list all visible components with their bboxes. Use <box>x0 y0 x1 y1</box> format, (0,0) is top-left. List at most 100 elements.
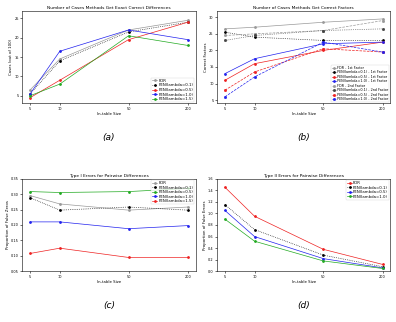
PEN(lambda=1.0) - 2nd Factor <box>380 50 385 54</box>
PEN(lambda=1.0) - 2nd Factor <box>223 95 227 99</box>
PEN(lambda=0.1) - 2nd Factor <box>321 29 326 33</box>
FDR - 2nd Factor <box>380 19 385 23</box>
Line: PEN(lambda=1.5): PEN(lambda=1.5) <box>29 35 188 96</box>
PEN(lambda=0.1) <box>252 228 257 232</box>
PEN(lambda=1.0) <box>57 220 62 224</box>
Text: (d): (d) <box>297 301 310 310</box>
Title: Type II Errors for Pairwise Differences: Type II Errors for Pairwise Differences <box>263 174 344 177</box>
PEN(lambda=0.1) - 1st Factor <box>321 39 326 43</box>
Y-axis label: Correct Factors: Correct Factors <box>204 42 208 72</box>
PEN(lambda=0.5) <box>28 190 32 194</box>
PEN(lambda=1.0) - 2nd Factor <box>321 40 326 44</box>
PEN(lambda=1.0) <box>28 220 32 224</box>
FDR <box>185 205 190 209</box>
PEN(lambda=1.0) <box>252 239 257 243</box>
PEN(lambda=0.1) - 1st Factor <box>252 35 257 39</box>
Line: PEN(lambda=0.1): PEN(lambda=0.1) <box>29 197 188 211</box>
PEN(lambda=1.0) - 1st Factor <box>380 40 385 44</box>
FDR <box>185 18 190 22</box>
PEN(lambda=0.5) <box>28 96 32 99</box>
FDR - 2nd Factor <box>252 32 257 36</box>
PEN(lambda=0.5) <box>126 38 131 42</box>
PEN(lambda=0.1) <box>185 20 190 24</box>
PEN(lambda=1.0) <box>185 224 190 228</box>
PEN(lambda=0.5) <box>185 20 190 24</box>
Legend: FDR, PEN(lambda=0.1), PEN(lambda=0.5), PEN(lambda=1.0), PEN(lambda=1.5): FDR, PEN(lambda=0.1), PEN(lambda=0.5), P… <box>151 78 194 102</box>
FDR <box>57 202 62 206</box>
Legend: FDR, PEN(lambda=0.1), PEN(lambda=0.5), PEN(lambda=1.0): FDR, PEN(lambda=0.1), PEN(lambda=0.5), P… <box>346 180 389 200</box>
PEN(lambda=0.1) <box>126 30 131 34</box>
PEN(lambda=1.5) <box>185 43 190 47</box>
PEN(lambda=0.1) <box>57 208 62 212</box>
PEN(lambda=1.5) <box>28 94 32 98</box>
PEN(lambda=0.5) - 2nd Factor <box>380 50 385 54</box>
Line: FDR - 2nd Factor: FDR - 2nd Factor <box>224 20 383 36</box>
X-axis label: In-table Size: In-table Size <box>97 280 121 284</box>
FDR - 2nd Factor <box>321 29 326 33</box>
FDR - 2nd Factor <box>223 33 227 37</box>
FDR <box>126 28 131 32</box>
PEN(lambda=1.0) <box>126 28 131 32</box>
FDR <box>28 88 32 92</box>
PEN(lambda=1.0) <box>126 227 131 231</box>
Line: FDR: FDR <box>224 186 383 265</box>
PEN(lambda=1.0) <box>185 38 190 42</box>
FDR <box>126 208 131 212</box>
PEN(lambda=0.5) <box>185 186 190 190</box>
PEN(lambda=1.5) <box>185 256 190 260</box>
PEN(lambda=1.0) <box>223 217 227 221</box>
Line: PEN(lambda=1.0): PEN(lambda=1.0) <box>29 29 188 94</box>
PEN(lambda=1.0) <box>28 92 32 96</box>
PEN(lambda=0.1) - 1st Factor <box>380 39 385 43</box>
X-axis label: In-table Size: In-table Size <box>97 112 121 116</box>
FDR - 1st Factor <box>252 25 257 29</box>
Line: FDR: FDR <box>29 195 188 211</box>
FDR - 1st Factor <box>321 20 326 24</box>
FDR <box>252 214 257 218</box>
Line: PEN(lambda=0.5) - 2nd Factor: PEN(lambda=0.5) - 2nd Factor <box>224 48 383 91</box>
Line: PEN(lambda=0.5): PEN(lambda=0.5) <box>224 210 383 269</box>
Line: PEN(lambda=0.1) - 2nd Factor: PEN(lambda=0.1) - 2nd Factor <box>224 28 383 41</box>
PEN(lambda=0.5) <box>321 257 326 260</box>
FDR <box>380 262 385 266</box>
PEN(lambda=1.0) - 1st Factor <box>223 72 227 76</box>
Y-axis label: Cases (out of 100): Cases (out of 100) <box>9 39 13 75</box>
PEN(lambda=0.1) <box>57 59 62 63</box>
Line: FDR - 1st Factor: FDR - 1st Factor <box>224 18 383 30</box>
PEN(lambda=0.1) <box>321 253 326 257</box>
PEN(lambda=0.1) - 2nd Factor <box>252 33 257 37</box>
Line: PEN(lambda=1.0) - 1st Factor: PEN(lambda=1.0) - 1st Factor <box>224 42 383 74</box>
PEN(lambda=1.0) - 1st Factor <box>321 42 326 46</box>
PEN(lambda=0.5) - 1st Factor <box>252 62 257 66</box>
PEN(lambda=1.5) <box>57 246 62 250</box>
PEN(lambda=0.1) <box>380 265 385 269</box>
PEN(lambda=0.1) <box>126 205 131 209</box>
PEN(lambda=1.0) <box>321 259 326 263</box>
PEN(lambda=0.5) <box>57 78 62 82</box>
PEN(lambda=0.1) <box>185 208 190 212</box>
PEN(lambda=1.0) - 2nd Factor <box>252 75 257 79</box>
PEN(lambda=0.5) <box>252 235 257 239</box>
PEN(lambda=0.5) - 2nd Factor <box>252 70 257 74</box>
Y-axis label: Proportion of False Errors: Proportion of False Errors <box>203 200 207 250</box>
PEN(lambda=1.5) <box>28 251 32 255</box>
PEN(lambda=1.0) - 1st Factor <box>252 57 257 61</box>
Legend: FDR - 1st Factor, PEN(lambda=0.1) - 1st Factor, PEN(lambda=0.5) - 1st Factor, PE: FDR - 1st Factor, PEN(lambda=0.1) - 1st … <box>331 65 389 102</box>
Line: PEN(lambda=0.1) - 1st Factor: PEN(lambda=0.1) - 1st Factor <box>224 32 383 41</box>
Line: PEN(lambda=1.5): PEN(lambda=1.5) <box>29 248 188 258</box>
PEN(lambda=0.5) - 1st Factor <box>380 40 385 44</box>
PEN(lambda=0.5) <box>57 191 62 194</box>
PEN(lambda=0.5) <box>223 209 227 213</box>
FDR <box>321 247 326 251</box>
Line: PEN(lambda=0.5): PEN(lambda=0.5) <box>29 22 188 98</box>
FDR <box>223 185 227 189</box>
FDR <box>57 57 62 61</box>
PEN(lambda=1.0) <box>380 267 385 270</box>
FDR - 1st Factor <box>223 27 227 31</box>
Line: PEN(lambda=0.1): PEN(lambda=0.1) <box>224 204 383 268</box>
Line: PEN(lambda=0.1): PEN(lambda=0.1) <box>29 22 188 94</box>
Line: PEN(lambda=1.0): PEN(lambda=1.0) <box>224 219 383 269</box>
Text: (a): (a) <box>103 133 115 142</box>
PEN(lambda=1.5) <box>126 256 131 260</box>
PEN(lambda=0.1) - 2nd Factor <box>223 39 227 43</box>
